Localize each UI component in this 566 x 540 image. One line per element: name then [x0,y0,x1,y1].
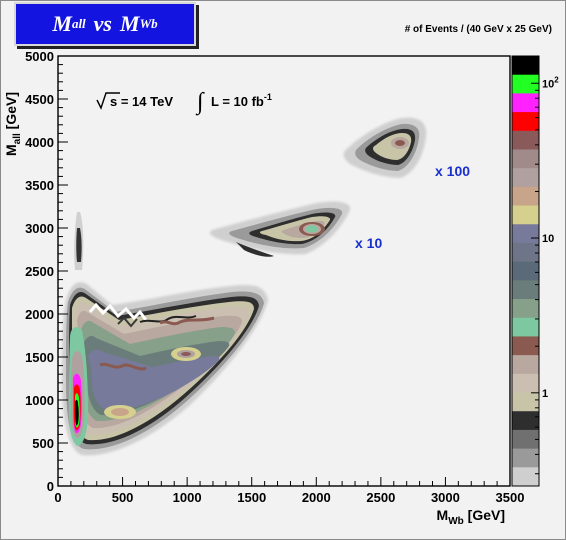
colorbar-swatch [512,130,539,150]
sqrt-icon [96,92,120,110]
vertical-stub [74,212,84,270]
title-sub-a: all [71,16,86,31]
colorbar-tick-label: 1 [542,388,548,400]
colorbar-swatch [512,224,539,244]
y-tick-label: 500 [32,436,54,451]
colorbar-frame [511,55,540,487]
colorbar-tick-label: 10 [542,233,554,245]
colorbar-swatch [512,448,539,468]
band-edge-noise [88,302,215,371]
colorbar-swatch [512,261,539,281]
x-tick-label: 500 [112,490,134,505]
y-tick-label: 1000 [25,393,54,408]
colorbar-swatch [512,411,539,431]
x-tick-label: 0 [54,490,61,505]
sqrt-s-label: s = 14 TeV [110,94,173,109]
y-tick-label: 2500 [25,264,54,279]
colorbar: 1 10 102 [511,55,559,487]
y-tick-label: 4000 [25,135,54,150]
band-blob-lower-core [111,408,129,416]
y-tick-label: 2000 [25,307,54,322]
x-tick-label: 2000 [302,490,331,505]
heatmap-contours [62,117,427,456]
colorbar-swatch [512,168,539,188]
peak-region [69,327,88,446]
colorbar-swatch [512,299,539,319]
y-tick-label: 0 [47,479,54,494]
x-tick-label: 3000 [431,490,460,505]
colorbar-swatch [512,112,539,132]
colorbar-swatch [512,242,539,263]
colorbar-swatch [512,392,539,412]
colorbar-swatch [512,317,539,337]
lumi-label: L = 10 fb-1 [211,92,272,109]
energy-annotation: s = 14 TeV ∫ L = 10 fb-1 [96,89,272,116]
colorbar-swatch [512,56,539,76]
title-vs: vs [93,11,112,36]
x-axis: 0 500 1000 1500 2000 2500 3000 3500 [54,477,524,505]
colorbar-swatch [512,74,539,94]
y-tick-label: 1500 [25,350,54,365]
x-tick-label: 1500 [237,490,266,505]
colorbar-swatch [512,205,539,225]
title-var-a: M [52,11,72,36]
band-blob-core [181,352,191,356]
y-tick-label: 3500 [25,178,54,193]
title-var-b: M [120,11,140,36]
colorbar-swatch [512,355,539,375]
y-tick-label: 4500 [25,92,54,107]
x100-cluster [343,117,427,178]
y-tick-label: 5000 [25,49,54,64]
y-axis: 0 500 1000 1500 2000 2500 3000 3500 4000 4500 5000 [25,49,68,494]
lumi-text: L = 10 fb [211,94,264,109]
x-tick-label: 3500 [496,490,525,505]
x100-label: x 100 [435,163,470,179]
integral-icon: ∫ [195,89,205,116]
colorbar-swatch [512,467,539,487]
colorbar-swatch [512,93,539,113]
colorbar-swatch [512,149,539,169]
colorbar-swatch [512,186,539,207]
colorbar-swatch [512,336,539,356]
x10-cluster [209,201,351,257]
colorbar-swatch [512,373,539,394]
colorbar-swatch [512,280,539,300]
y-axis-label: Mall [GeV] [3,92,23,156]
colorbar-swatch [512,429,539,450]
lumi-exp: -1 [264,92,272,102]
y-tick-label: 3000 [25,221,54,236]
z-axis-label: # of Events / (40 GeV x 25 GeV) [404,24,552,35]
title-sub-b: Wb [139,16,158,31]
x-axis-label: MWb [GeV] [437,507,505,527]
x-tick-label: 1000 [173,490,202,505]
x-tick-label: 2500 [366,490,395,505]
colorbar-tick-label: 102 [542,75,559,90]
x10-label: x 10 [355,235,382,251]
